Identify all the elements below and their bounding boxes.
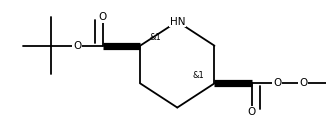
Text: HN: HN [170, 16, 185, 26]
Text: O: O [73, 41, 81, 51]
Text: O: O [247, 107, 256, 117]
Text: O: O [299, 78, 307, 88]
Text: &1: &1 [193, 71, 205, 80]
Text: O: O [99, 12, 107, 23]
Text: O: O [273, 78, 282, 88]
Text: &1: &1 [150, 33, 162, 42]
